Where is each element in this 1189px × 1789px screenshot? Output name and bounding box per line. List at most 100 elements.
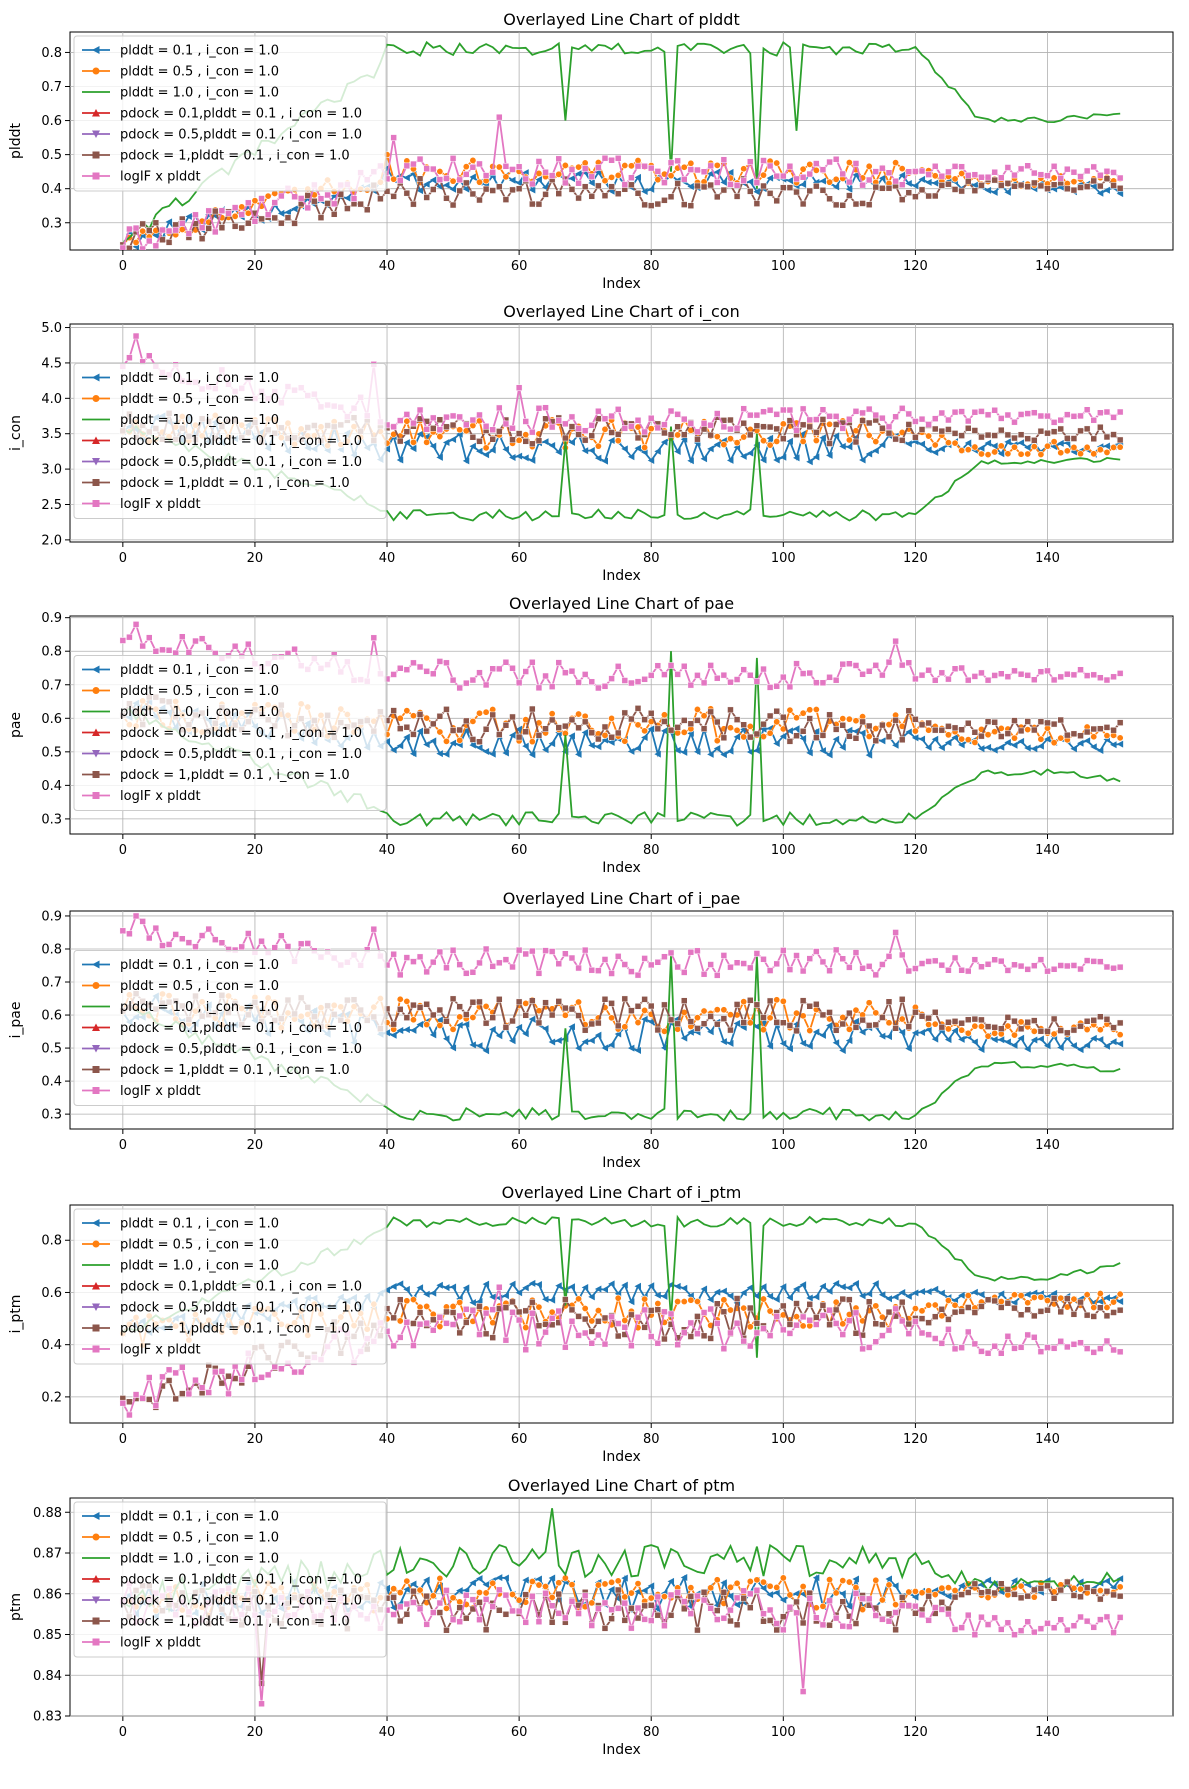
legend-label: logIF x plddt [120, 1343, 201, 1358]
data-point [925, 1319, 932, 1326]
data-point [608, 1041, 615, 1049]
data-point [1004, 739, 1011, 747]
data-point [1044, 1297, 1052, 1305]
data-point [1077, 666, 1084, 673]
data-point [911, 1029, 919, 1037]
data-point [839, 170, 847, 178]
data-point [1070, 1042, 1077, 1050]
data-point [179, 633, 186, 640]
data-point [436, 433, 444, 441]
data-point [726, 1011, 734, 1019]
data-point [502, 445, 509, 453]
data-point [984, 173, 992, 181]
data-point [436, 426, 444, 433]
data-point [542, 168, 549, 176]
data-point [845, 1284, 853, 1292]
data-point [641, 1616, 648, 1623]
data-point [423, 741, 430, 749]
data-point [713, 161, 721, 169]
data-point [773, 1295, 780, 1303]
data-point [1070, 745, 1077, 753]
x-tick-label: 40 [379, 551, 396, 566]
data-point [733, 726, 741, 734]
data-point [555, 1579, 563, 1587]
data-point [674, 411, 681, 418]
legend-label: plddt = 0.5 , i_con = 1.0 [120, 684, 279, 699]
data-point [436, 1281, 443, 1289]
data-point [997, 442, 1005, 450]
data-point [1031, 1017, 1038, 1024]
data-point [885, 733, 893, 741]
data-point [799, 437, 807, 445]
data-point [654, 1339, 662, 1347]
data-point [562, 669, 569, 676]
data-point [522, 1012, 529, 1019]
data-point [859, 1345, 866, 1353]
data-point [403, 954, 411, 961]
data-point [469, 1579, 476, 1587]
data-point [1037, 1027, 1045, 1035]
data-point [925, 743, 932, 751]
data-point [1011, 183, 1018, 190]
data-point [482, 726, 490, 733]
data-point [799, 1039, 807, 1047]
data-point [1037, 427, 1045, 435]
data-point [944, 1592, 952, 1600]
data-point [1024, 1045, 1031, 1053]
data-point [898, 996, 906, 1003]
chart-title: Overlayed Line Chart of i_pae [503, 889, 741, 909]
data-point [931, 1009, 939, 1016]
data-point [416, 1605, 424, 1613]
data-point [945, 180, 952, 188]
data-point [918, 1307, 926, 1315]
data-point [978, 963, 985, 970]
data-point [654, 424, 662, 432]
data-point [918, 1329, 926, 1337]
data-point [476, 1303, 483, 1310]
data-point [1116, 1614, 1124, 1621]
data-point [958, 726, 965, 733]
data-point [509, 1298, 516, 1306]
data-point [1116, 185, 1124, 192]
data-point [859, 718, 866, 726]
data-point [845, 726, 853, 734]
data-point [443, 1320, 450, 1327]
data-point [489, 446, 496, 454]
data-point [713, 1006, 721, 1014]
data-point [410, 1599, 417, 1606]
data-point [608, 1280, 615, 1288]
data-point [945, 967, 952, 974]
data-point [733, 1319, 741, 1327]
data-point [1017, 450, 1025, 458]
data-point [958, 1026, 966, 1034]
data-point [674, 746, 681, 754]
legend-label: plddt = 0.1 , i_con = 1.0 [120, 44, 279, 59]
data-point [561, 1011, 569, 1019]
data-point [680, 662, 688, 670]
data-point [581, 1315, 589, 1323]
data-point [733, 733, 741, 741]
data-point [628, 181, 635, 189]
x-tick-label: 80 [643, 259, 660, 274]
data-point [720, 1345, 728, 1352]
data-point [205, 225, 212, 232]
data-point [1083, 1617, 1091, 1625]
legend-label: plddt = 1.0 , i_con = 1.0 [120, 705, 279, 720]
legend-marker [92, 1533, 100, 1541]
data-point [707, 162, 714, 170]
data-point [938, 1599, 946, 1606]
data-point [495, 1032, 503, 1040]
data-point [898, 1288, 906, 1296]
data-point [872, 183, 880, 191]
legend-label: pdock = 0.1,plddt = 0.1 , i_con = 1.0 [120, 434, 362, 449]
data-point [297, 940, 305, 948]
data-point [535, 158, 543, 165]
data-point [529, 947, 536, 955]
data-point [542, 438, 549, 446]
legend-marker [92, 750, 100, 758]
data-point [879, 961, 886, 968]
data-point [766, 406, 774, 414]
data-point [806, 160, 814, 168]
